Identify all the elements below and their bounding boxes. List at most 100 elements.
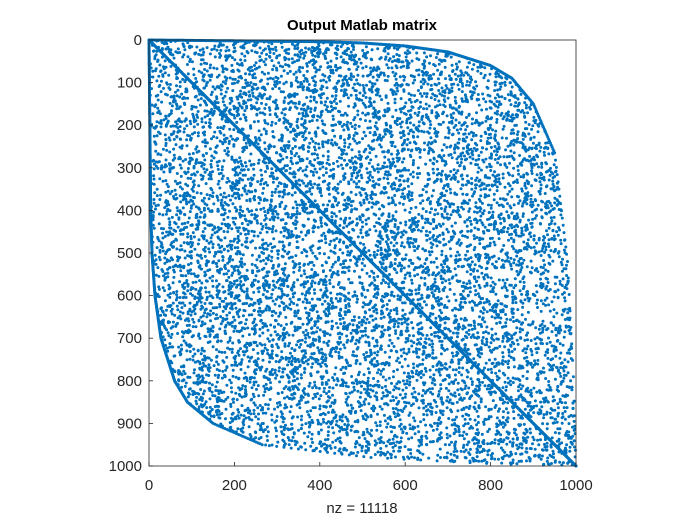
- nonzero-point: [319, 218, 323, 222]
- nonzero-point: [256, 417, 260, 421]
- nonzero-point: [503, 83, 507, 87]
- nonzero-point: [265, 53, 268, 56]
- nonzero-point: [208, 52, 212, 56]
- nonzero-point: [429, 123, 433, 127]
- nonzero-point: [473, 324, 476, 328]
- nonzero-point: [259, 133, 263, 137]
- nonzero-point: [326, 433, 330, 437]
- nonzero-point: [352, 134, 356, 137]
- nonzero-point: [387, 282, 391, 286]
- nonzero-point: [356, 235, 360, 239]
- nonzero-point: [383, 328, 387, 332]
- nonzero-point: [267, 444, 271, 448]
- nonzero-point: [169, 64, 173, 68]
- nonzero-point: [361, 111, 365, 115]
- nonzero-point: [365, 233, 369, 237]
- nonzero-point: [475, 211, 479, 214]
- nonzero-point: [221, 309, 225, 313]
- nonzero-point: [178, 280, 182, 284]
- nonzero-point: [418, 172, 422, 175]
- nonzero-point: [166, 120, 170, 124]
- nonzero-point: [245, 134, 249, 138]
- nonzero-point: [563, 238, 567, 242]
- nonzero-point: [276, 184, 280, 188]
- nonzero-point: [242, 46, 246, 50]
- nonzero-point: [228, 209, 232, 213]
- nonzero-point: [234, 391, 238, 395]
- nonzero-point: [299, 373, 303, 377]
- nonzero-point: [180, 306, 184, 310]
- nonzero-point: [276, 252, 280, 256]
- nonzero-point: [503, 185, 507, 189]
- nonzero-point: [560, 451, 564, 455]
- nonzero-point: [223, 103, 227, 107]
- nonzero-point: [225, 68, 229, 71]
- nonzero-point: [268, 113, 272, 117]
- nonzero-point: [288, 341, 291, 345]
- nonzero-point: [311, 230, 315, 234]
- nonzero-point: [162, 313, 166, 317]
- nonzero-point: [150, 87, 153, 91]
- nonzero-point: [208, 147, 212, 151]
- nonzero-point: [386, 224, 390, 228]
- nonzero-point: [202, 389, 206, 393]
- nonzero-point: [338, 347, 342, 351]
- nonzero-point: [287, 360, 291, 364]
- nonzero-point: [277, 369, 281, 373]
- nonzero-point: [465, 224, 469, 228]
- nonzero-point: [437, 290, 441, 293]
- nonzero-point: [225, 383, 229, 387]
- nonzero-point: [512, 158, 516, 161]
- nonzero-point: [307, 131, 311, 135]
- nonzero-point: [185, 63, 189, 66]
- nonzero-point: [479, 214, 483, 218]
- nonzero-point: [420, 306, 424, 310]
- nonzero-point: [375, 78, 379, 82]
- nonzero-point: [238, 299, 242, 303]
- nonzero-point: [403, 276, 407, 280]
- nonzero-point: [468, 459, 472, 463]
- nonzero-point: [327, 199, 331, 203]
- nonzero-point: [539, 309, 543, 313]
- nonzero-point: [186, 167, 190, 170]
- nonzero-point: [153, 253, 157, 257]
- nonzero-point: [364, 333, 368, 337]
- nonzero-point: [279, 230, 283, 234]
- nonzero-point: [192, 381, 196, 385]
- data-points: [147, 38, 578, 468]
- nonzero-point: [207, 98, 211, 102]
- nonzero-point: [511, 174, 515, 178]
- nonzero-point: [377, 368, 381, 372]
- nonzero-point: [294, 200, 298, 204]
- nonzero-point: [515, 338, 519, 342]
- nonzero-point: [159, 90, 163, 94]
- nonzero-point: [516, 130, 520, 134]
- nonzero-point: [460, 82, 464, 85]
- nonzero-point: [501, 386, 505, 390]
- nonzero-point: [519, 256, 523, 260]
- nonzero-point: [248, 190, 252, 194]
- nonzero-point: [489, 276, 493, 280]
- nonzero-point: [307, 83, 311, 86]
- nonzero-point: [250, 213, 254, 217]
- nonzero-point: [364, 321, 368, 325]
- nonzero-point: [191, 317, 195, 321]
- nonzero-point: [224, 119, 228, 123]
- nonzero-point: [355, 68, 359, 71]
- nonzero-point: [530, 184, 534, 188]
- nonzero-point: [287, 256, 291, 260]
- nonzero-point: [352, 62, 356, 66]
- nonzero-point: [405, 82, 409, 86]
- nonzero-point: [283, 396, 286, 400]
- nonzero-point: [311, 279, 314, 283]
- nonzero-point: [485, 310, 489, 314]
- nonzero-point: [239, 89, 243, 93]
- nonzero-point: [440, 281, 444, 285]
- nonzero-point: [303, 340, 307, 344]
- nonzero-point: [395, 309, 399, 313]
- nonzero-point: [315, 170, 319, 174]
- nonzero-point: [411, 161, 415, 165]
- nonzero-point: [217, 350, 221, 354]
- nonzero-point: [272, 284, 276, 287]
- nonzero-point: [427, 104, 431, 108]
